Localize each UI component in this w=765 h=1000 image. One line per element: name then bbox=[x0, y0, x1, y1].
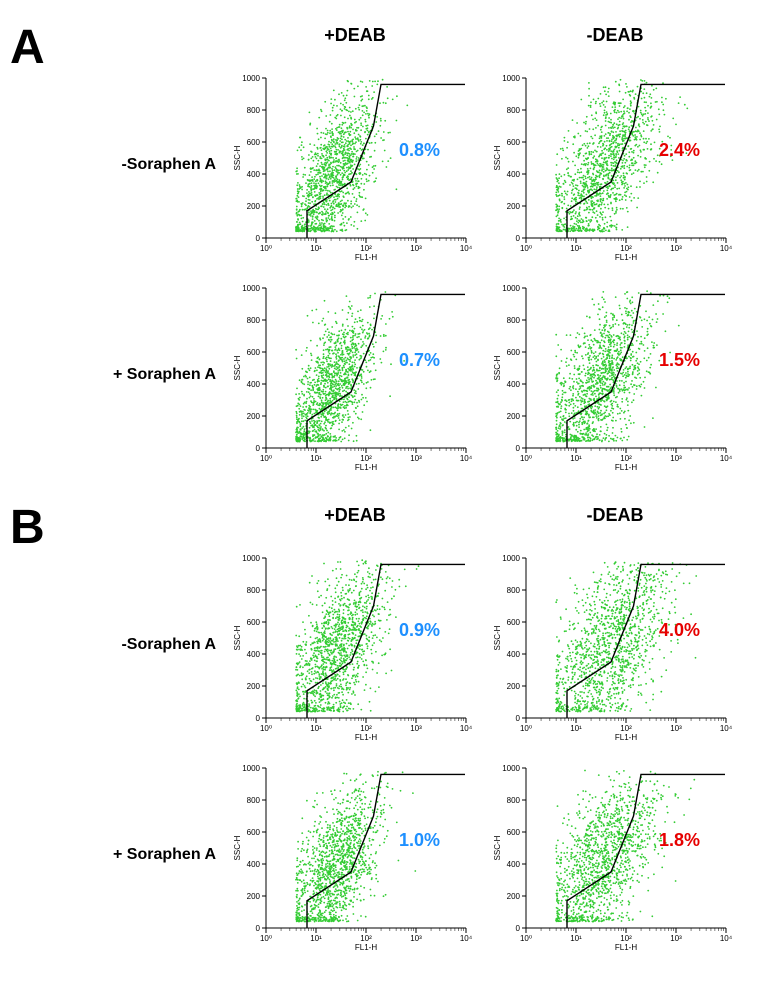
column-header: -DEAB bbox=[587, 25, 644, 46]
panel-b: B +DEAB -DEAB -Soraphen A 10⁰10¹10²10³10⁴FL1… bbox=[10, 500, 755, 950]
panel-letter: B bbox=[10, 500, 45, 555]
scatter-svg: 10⁰10¹10²10³10⁴FL1-H02004006008001000SSC… bbox=[490, 760, 740, 950]
svg-text:0: 0 bbox=[256, 234, 261, 243]
scatter-svg: 10⁰10¹10²10³10⁴FL1-H02004006008001000SSC… bbox=[490, 550, 740, 740]
svg-text:400: 400 bbox=[247, 170, 261, 179]
panel-a: A +DEAB -DEAB -Soraphen A 10⁰ 10¹ 10² 10³ 10⁴ FL1… bbox=[10, 20, 755, 470]
column-header: -DEAB bbox=[587, 505, 644, 526]
svg-text:FL1-H: FL1-H bbox=[355, 463, 377, 470]
svg-text:600: 600 bbox=[247, 138, 261, 147]
row-label: + Soraphen A bbox=[113, 846, 220, 864]
scatter-plot: 10⁰ 10¹ 10² 10³ 10⁴ FL1-H 0 200 400 600 800 1000 SSC… bbox=[230, 280, 480, 470]
svg-text:800: 800 bbox=[247, 106, 261, 115]
svg-text:SSC-H: SSC-H bbox=[233, 145, 242, 170]
svg-text:FL1-H: FL1-H bbox=[355, 253, 377, 260]
scatter-plot: 10⁰10¹10²10³10⁴FL1-H02004006008001000SSC… bbox=[230, 760, 480, 950]
svg-text:1000: 1000 bbox=[242, 284, 260, 293]
scatter-plot: 10⁰10¹10²10³10⁴FL1-H02004006008001000SSC… bbox=[490, 280, 740, 470]
svg-text:10⁰: 10⁰ bbox=[520, 244, 532, 253]
scatter-svg: 10⁰10¹10²10³10⁴FL1-H02004006008001000SSC… bbox=[230, 760, 480, 950]
svg-text:FL1-H: FL1-H bbox=[615, 253, 637, 260]
row-label: -Soraphen A bbox=[121, 636, 220, 654]
svg-text:10⁴: 10⁴ bbox=[460, 244, 473, 253]
svg-text:0: 0 bbox=[256, 444, 261, 453]
svg-text:600: 600 bbox=[507, 138, 521, 147]
svg-text:400: 400 bbox=[247, 380, 261, 389]
svg-text:10¹: 10¹ bbox=[310, 454, 322, 463]
svg-text:200: 200 bbox=[507, 202, 521, 211]
svg-text:800: 800 bbox=[247, 316, 261, 325]
svg-text:10²: 10² bbox=[360, 454, 372, 463]
panel-letter: A bbox=[10, 20, 45, 75]
column-header: +DEAB bbox=[324, 25, 386, 46]
svg-text:10³: 10³ bbox=[670, 244, 682, 253]
svg-text:200: 200 bbox=[247, 412, 261, 421]
scatter-svg: 10⁰ 10¹ 10² 10³ 10⁴ FL1-H 0 200 400 600 800 1000 SSC… bbox=[490, 70, 740, 260]
svg-text:10⁴: 10⁴ bbox=[720, 244, 733, 253]
svg-text:SSC-H: SSC-H bbox=[233, 355, 242, 380]
scatter-plot: 10⁰10¹10²10³10⁴FL1-H02004006008001000SSC… bbox=[230, 550, 480, 740]
scatter-plot: 10⁰10¹10²10³10⁴FL1-H02004006008001000SSC… bbox=[490, 760, 740, 950]
scatter-plot: 10⁰10¹10²10³10⁴FL1-H02004006008001000SSC… bbox=[490, 550, 740, 740]
svg-text:800: 800 bbox=[507, 106, 521, 115]
svg-text:10⁰: 10⁰ bbox=[260, 244, 272, 253]
svg-text:10²: 10² bbox=[360, 244, 372, 253]
svg-text:0: 0 bbox=[516, 234, 521, 243]
svg-text:200: 200 bbox=[247, 202, 261, 211]
svg-text:600: 600 bbox=[247, 348, 261, 357]
figure-root: A +DEAB -DEAB -Soraphen A 10⁰ 10¹ 10² 10³ 10⁴ FL1… bbox=[10, 20, 755, 950]
svg-text:400: 400 bbox=[507, 170, 521, 179]
svg-text:10¹: 10¹ bbox=[570, 244, 582, 253]
svg-text:1000: 1000 bbox=[242, 74, 260, 83]
scatter-svg: 10⁰ 10¹ 10² 10³ 10⁴ FL1-H 0 200 400 600 800 1000 SSC… bbox=[230, 70, 480, 260]
svg-text:10³: 10³ bbox=[410, 244, 422, 253]
svg-text:SSC-H: SSC-H bbox=[493, 145, 502, 170]
svg-text:1000: 1000 bbox=[502, 74, 520, 83]
svg-text:10⁴: 10⁴ bbox=[460, 454, 473, 463]
scatter-plot: 10⁰ 10¹ 10² 10³ 10⁴ FL1-H 0 200 400 600 800 1000 SSC… bbox=[230, 70, 480, 260]
scatter-plot: 10⁰ 10¹ 10² 10³ 10⁴ FL1-H 0 200 400 600 800 1000 SSC… bbox=[490, 70, 740, 260]
column-header: +DEAB bbox=[324, 505, 386, 526]
svg-text:10³: 10³ bbox=[410, 454, 422, 463]
svg-text:10²: 10² bbox=[620, 244, 632, 253]
svg-text:10⁰: 10⁰ bbox=[260, 454, 272, 463]
scatter-svg: 10⁰10¹10²10³10⁴FL1-H02004006008001000SSC… bbox=[230, 550, 480, 740]
row-label: -Soraphen A bbox=[121, 156, 220, 174]
scatter-svg: 10⁰ 10¹ 10² 10³ 10⁴ FL1-H 0 200 400 600 800 1000 SSC… bbox=[230, 280, 480, 470]
scatter-svg: 10⁰10¹10²10³10⁴FL1-H02004006008001000SSC… bbox=[490, 280, 740, 470]
panel-grid: +DEAB -DEAB -Soraphen A 10⁰ 10¹ 10² 10³ 10⁴ FL1-… bbox=[100, 20, 755, 470]
svg-text:10¹: 10¹ bbox=[310, 244, 322, 253]
row-label: + Soraphen A bbox=[113, 366, 220, 384]
panel-grid: +DEAB -DEAB -Soraphen A 10⁰10¹10²10³10⁴FL1-… bbox=[100, 500, 755, 950]
